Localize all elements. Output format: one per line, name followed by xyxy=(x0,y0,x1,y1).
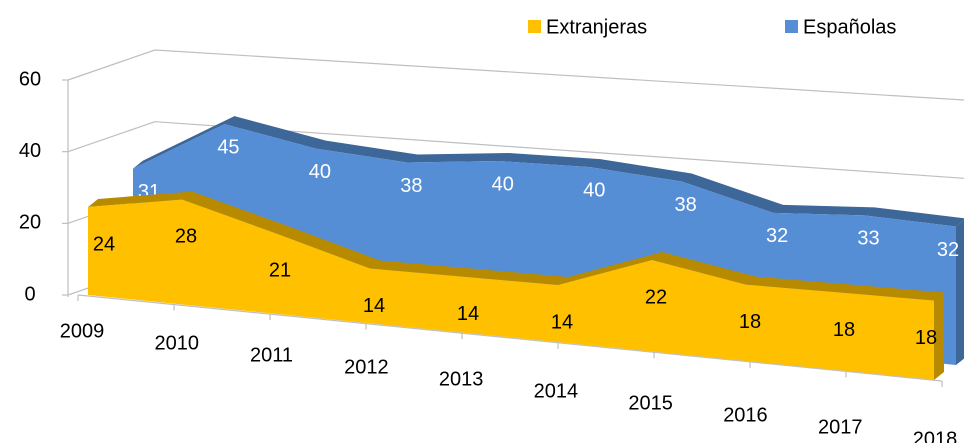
legend-swatch xyxy=(528,20,541,33)
legend-label: Extranjeras xyxy=(546,16,647,38)
data-label: 21 xyxy=(269,260,291,282)
area-top xyxy=(133,116,964,227)
data-label: 14 xyxy=(551,311,573,333)
data-label: 24 xyxy=(93,233,115,255)
data-label: 38 xyxy=(675,194,697,216)
data-label: 32 xyxy=(937,239,959,261)
data-label: 32 xyxy=(766,225,788,247)
x-tick-label: 2015 xyxy=(628,392,673,414)
x-tick-label: 2017 xyxy=(818,416,863,438)
x-tick-label: 2009 xyxy=(60,320,105,342)
grid-line xyxy=(154,49,964,101)
x-tick-label: 2016 xyxy=(723,404,768,426)
data-label: 40 xyxy=(492,173,514,195)
data-label: 14 xyxy=(457,303,479,325)
x-axis xyxy=(77,294,943,382)
data-label: 18 xyxy=(739,311,761,333)
data-label: 18 xyxy=(915,327,937,349)
y-tick-label: 60 xyxy=(19,68,41,90)
y-tick-label: 40 xyxy=(19,140,41,162)
area-side xyxy=(956,220,964,365)
y-tick-label: 0 xyxy=(24,283,35,305)
legend-label: Españolas xyxy=(803,16,896,38)
grid-line xyxy=(67,49,156,81)
x-tick-label: 2014 xyxy=(534,380,579,402)
data-label: 22 xyxy=(645,286,667,308)
data-label: 45 xyxy=(217,136,239,158)
legend-swatch xyxy=(785,20,798,33)
area-top xyxy=(88,191,944,301)
data-label: 40 xyxy=(309,161,331,183)
x-tick-label: 2011 xyxy=(250,344,293,366)
area-side xyxy=(934,292,944,380)
data-label: 14 xyxy=(363,295,385,317)
data-label: 40 xyxy=(583,179,605,201)
x-tick-label: 2013 xyxy=(439,368,484,390)
x-tick-label: 2010 xyxy=(155,332,200,354)
x-tick-label: 2012 xyxy=(344,356,389,378)
data-label: 33 xyxy=(857,228,879,250)
y-tick-label: 20 xyxy=(19,212,41,234)
x-tick-label: 2018 xyxy=(913,428,958,443)
data-label: 18 xyxy=(833,319,855,341)
data-label: 38 xyxy=(400,175,422,197)
grid-line xyxy=(67,121,156,153)
area xyxy=(88,199,934,380)
data-label: 28 xyxy=(175,226,197,248)
